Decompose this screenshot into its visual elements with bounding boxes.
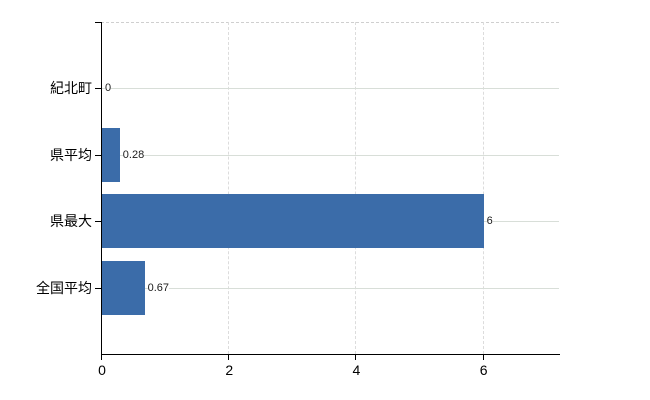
category-tick bbox=[95, 154, 101, 156]
bar bbox=[102, 127, 120, 182]
x-tick-label: 2 bbox=[225, 362, 234, 378]
category-tick bbox=[95, 88, 101, 90]
x-tick-label: 0 bbox=[98, 362, 106, 378]
horizontal-gridline bbox=[101, 88, 559, 90]
bar-value-label: 0.67 bbox=[147, 281, 170, 294]
x-axis-tick bbox=[355, 355, 357, 360]
horizontal-gridline bbox=[101, 154, 559, 156]
bar bbox=[102, 260, 145, 315]
vertical-gridline bbox=[355, 22, 357, 354]
vertical-gridline bbox=[482, 22, 484, 354]
category-label: 県平均 bbox=[50, 146, 92, 163]
x-axis-line bbox=[101, 354, 560, 355]
plot-top-border bbox=[101, 22, 559, 23]
x-axis-tick bbox=[228, 355, 230, 360]
vertical-gridline bbox=[228, 22, 230, 354]
y-axis-line bbox=[101, 22, 102, 358]
x-tick-label: 6 bbox=[479, 362, 488, 378]
bar bbox=[102, 194, 484, 249]
bar-value-label: 0.28 bbox=[122, 148, 145, 161]
bar-value-label: 0 bbox=[105, 82, 112, 95]
x-axis-tick bbox=[482, 355, 484, 360]
category-label: 全国平均 bbox=[36, 279, 92, 296]
category-tick bbox=[95, 287, 101, 289]
category-tick bbox=[95, 221, 101, 223]
x-tick-label: 4 bbox=[352, 362, 361, 378]
horizontal-gridline bbox=[101, 287, 559, 289]
y-axis-end-tick bbox=[95, 22, 101, 23]
category-label: 紀北町 bbox=[50, 80, 92, 97]
bar-value-label: 6 bbox=[486, 215, 493, 228]
category-label: 県最大 bbox=[50, 213, 92, 230]
